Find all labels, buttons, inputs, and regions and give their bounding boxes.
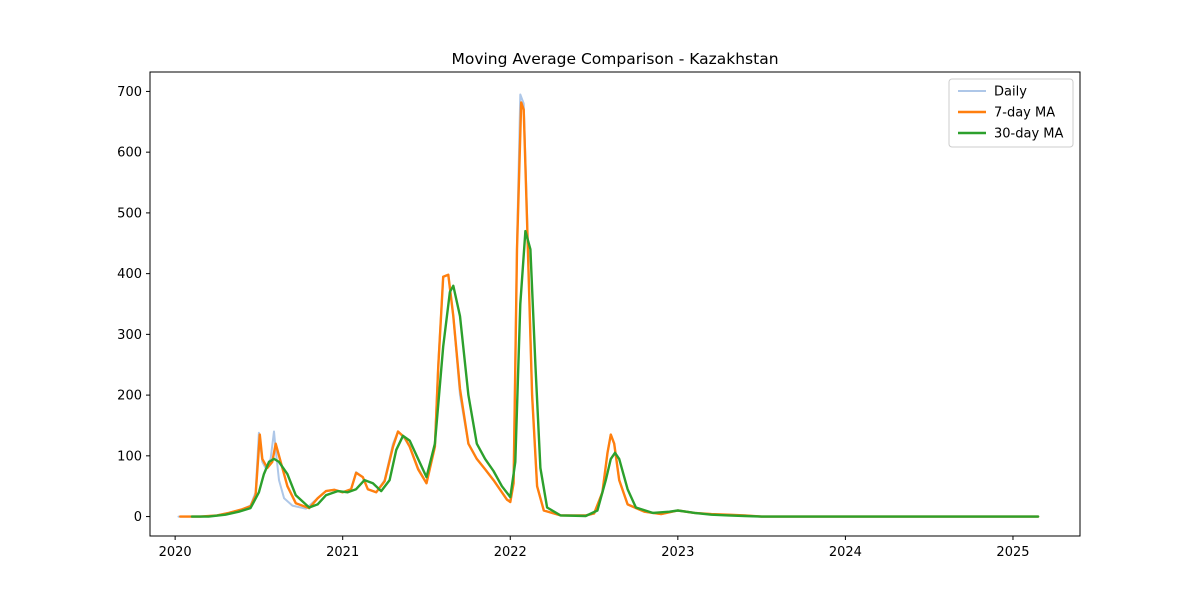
x-tick-label: 2020: [159, 545, 192, 560]
y-tick-label: 300: [117, 328, 142, 343]
legend-frame: [948, 78, 1074, 148]
chart-title: Moving Average Comparison - Kazakhstan: [451, 50, 778, 68]
legend: Daily 7-day MA 30-day MA: [948, 78, 1074, 148]
y-tick-label: 100: [117, 449, 142, 464]
x-tick-label: 2023: [661, 545, 694, 560]
y-tick-label: 500: [117, 206, 142, 221]
plot-area-frame: [149, 71, 1081, 537]
x-tick-label: 2025: [996, 545, 1029, 560]
x-axis: 2020 2021 2022 2023 2024 2025: [159, 536, 1030, 560]
y-tick-label: 700: [117, 85, 142, 100]
y-tick-label: 600: [117, 146, 142, 161]
legend-label: 30-day MA: [994, 127, 1063, 142]
series-layer: [177, 93, 1040, 518]
y-tick-label: 400: [117, 267, 142, 282]
x-tick-label: 2024: [829, 545, 862, 560]
series-line-2: [190, 229, 1040, 518]
legend-label: Daily: [994, 85, 1027, 100]
y-axis: 0 100 200 300 400 500 600 700: [117, 85, 150, 525]
legend-label: 7-day MA: [994, 106, 1055, 121]
y-tick-label: 200: [117, 389, 142, 404]
x-tick-label: 2021: [326, 545, 359, 560]
x-tick-label: 2022: [494, 545, 527, 560]
y-tick-label: 0: [134, 510, 142, 525]
